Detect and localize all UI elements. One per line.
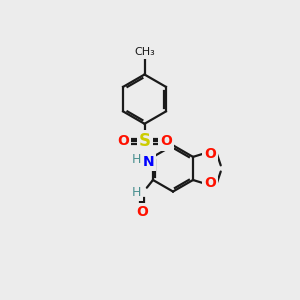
Text: O: O	[204, 147, 216, 161]
Text: O: O	[117, 134, 129, 148]
Text: O: O	[160, 134, 172, 148]
Text: S: S	[139, 133, 151, 151]
Text: N: N	[142, 154, 154, 169]
Text: H: H	[131, 186, 141, 199]
Text: O: O	[136, 205, 148, 219]
Text: H: H	[132, 154, 142, 166]
Text: O: O	[204, 176, 216, 190]
Text: CH₃: CH₃	[134, 47, 155, 57]
